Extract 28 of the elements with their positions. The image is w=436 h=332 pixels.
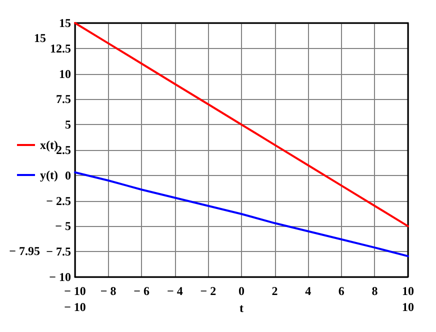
- y-tick-label: − 7.5: [46, 244, 71, 259]
- x-axis-title: t: [240, 300, 244, 315]
- y-tick-label: 10: [59, 66, 71, 81]
- y-tick-label: − 2.5: [46, 194, 71, 208]
- y-tick-label: − 10: [49, 270, 71, 284]
- x-tick-label: 0: [238, 284, 244, 298]
- y-tick-label: 5: [65, 118, 71, 132]
- x-tick-label: − 8: [100, 284, 116, 298]
- x-tick-label: − 6: [134, 284, 150, 298]
- line-series: [74, 171, 409, 258]
- x-tick-label: − 4: [166, 284, 183, 298]
- x-tick-label: 2: [272, 284, 278, 298]
- y-tick-label: 12.5: [50, 41, 71, 56]
- x-tick-label: 4: [305, 284, 312, 298]
- legend-label: y(t): [40, 168, 58, 182]
- legend-label: x(t): [40, 138, 58, 152]
- text: 10: [402, 300, 414, 314]
- x-tick-label: 10: [402, 284, 414, 298]
- y-tick-label: 15: [59, 16, 71, 30]
- y-tick-label: 0: [65, 168, 71, 182]
- x-tick-label: 8: [372, 284, 378, 298]
- x-tick-label: 6: [338, 284, 344, 298]
- y-tick-label: − 5: [55, 219, 71, 234]
- x-tick-label: − 2: [200, 284, 216, 298]
- y-tick-label: 2.5: [56, 143, 71, 157]
- text: − 7.95: [9, 244, 40, 258]
- y-tick-label: 7.5: [56, 92, 71, 106]
- text: 15: [34, 31, 46, 45]
